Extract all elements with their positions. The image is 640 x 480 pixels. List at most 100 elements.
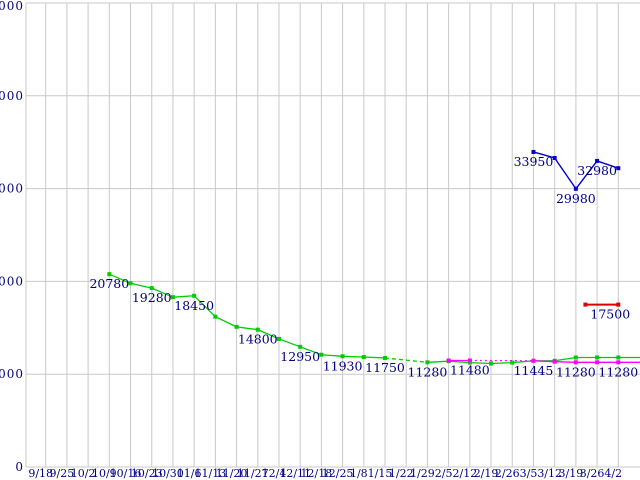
x-axis-tick-label: 11/27: [237, 467, 269, 480]
green-series-segment: [363, 356, 386, 359]
blue-series-segment: [575, 160, 598, 190]
green-series-value-label: 12950: [280, 349, 320, 364]
green-series-marker: [234, 324, 239, 329]
red-series-marker: [616, 302, 621, 307]
x-axis-tick-label: 3/12: [537, 467, 562, 480]
green-series-value-label: 18450: [174, 298, 214, 313]
blue-series-segment: [533, 151, 555, 159]
red-series-value-label: 17500: [590, 307, 630, 322]
green-series-value-label: 11280: [408, 364, 448, 379]
x-axis-tick-label: 1/29: [410, 467, 435, 480]
green-series-segment: [151, 287, 174, 298]
x-axis-tick-label: 9/18: [28, 467, 53, 480]
green-series-segment: [130, 282, 152, 289]
y-axis-tick-label: 50000: [0, 0, 24, 13]
x-axis-tick-label: 3/5: [520, 467, 538, 480]
magenta-series-marker: [573, 360, 578, 365]
green-series-value-label: 14800: [238, 332, 278, 347]
x-axis-tick-label: 12/4: [262, 467, 287, 480]
blue-series-marker: [552, 155, 557, 160]
x-axis-tick-label: 1/8: [350, 467, 368, 480]
green-series-marker: [107, 272, 112, 277]
magenta-series-value-label: 11280: [556, 364, 596, 379]
x-axis-tick-label: 2/26: [495, 467, 520, 480]
x-axis-tick-label: 1/22: [389, 467, 414, 480]
x-axis-tick-label: 2/19: [474, 467, 499, 480]
green-series-marker: [510, 360, 515, 365]
green-series-marker: [149, 286, 154, 291]
green-series-marker: [128, 281, 133, 286]
x-axis-tick-label: 3/26: [580, 467, 605, 480]
green-series-marker: [425, 360, 430, 365]
blue-series-segment: [554, 157, 577, 190]
x-axis-tick-label: 9/25: [50, 467, 75, 480]
blue-series-marker: [595, 158, 600, 163]
red-series-marker: [583, 302, 588, 307]
y-axis-tick-label: 30000: [0, 182, 24, 196]
green-series-segment: [172, 295, 195, 298]
x-axis-tick-label: 3/19: [559, 467, 584, 480]
x-axis-tick-label: 4/2: [604, 467, 622, 480]
green-series-marker: [276, 336, 281, 341]
green-series-marker: [616, 355, 621, 360]
green-series-marker: [489, 361, 494, 366]
green-series-segment: [299, 346, 322, 356]
green-series-segment: [469, 361, 492, 365]
green-series-segment: [278, 338, 301, 348]
blue-series-marker: [616, 166, 621, 171]
x-axis-tick-label: 11/6: [177, 467, 202, 480]
green-series-value-label: 11750: [365, 360, 405, 375]
blue-series-value-label: 29980: [556, 191, 596, 206]
x-axis-tick-label: 10/23: [131, 467, 163, 480]
y-axis-tick-label: 20000: [0, 274, 24, 288]
blue-series-segment: [596, 160, 619, 169]
green-series-marker: [170, 295, 175, 300]
green-series-marker: [573, 355, 578, 360]
green-series-segment: [109, 273, 131, 284]
magenta-series-marker: [467, 358, 472, 363]
green-series-segment: [491, 361, 513, 365]
y-axis-tick-label: 10000: [0, 367, 24, 381]
green-series-segment: [321, 354, 343, 357]
magenta-series-marker: [595, 360, 600, 365]
x-axis-tick-label: 11/20: [216, 467, 248, 480]
y-axis-tick-label: 0: [15, 460, 24, 474]
green-series-marker: [298, 344, 303, 349]
green-series-segment: [236, 326, 258, 331]
green-series-segment: [342, 355, 364, 358]
magenta-series-marker: [531, 358, 536, 363]
green-series-value-label: 11930: [323, 358, 363, 373]
green-series-value-label: 11445: [514, 363, 554, 378]
green-series-value-label: 19280: [132, 290, 172, 305]
y-axis-tick-label: 40000: [0, 89, 24, 103]
green-series-marker: [213, 314, 218, 319]
x-axis-tick-label: 12/18: [301, 467, 333, 480]
blue-series-marker: [573, 186, 578, 191]
green-series-marker: [192, 293, 197, 298]
green-series-value-label: 20780: [89, 276, 129, 291]
green-series-segment-dashed: [384, 357, 428, 363]
green-series-marker: [361, 355, 366, 360]
green-series-marker: [340, 354, 345, 359]
x-axis-tick-label: 2/5: [435, 467, 453, 480]
magenta-series-value-label: 11480: [450, 362, 490, 377]
magenta-series-marker: [446, 358, 451, 363]
x-axis-tick-label: 12/11: [279, 467, 311, 480]
green-series-marker: [383, 355, 388, 360]
green-series-marker: [595, 355, 600, 360]
x-axis-tick-label: 10/2: [71, 467, 96, 480]
x-axis-tick-label: 10/16: [110, 467, 142, 480]
magenta-series-value-label: 11280: [598, 364, 638, 379]
magenta-series-marker: [616, 360, 621, 365]
blue-series-marker: [531, 149, 536, 154]
x-axis-tick-label: 2/12: [452, 467, 477, 480]
x-axis-tick-label: 10/30: [152, 467, 184, 480]
magenta-series-segment: [554, 361, 576, 363]
green-series-segment: [193, 295, 216, 318]
x-axis-tick-label: 12/25: [322, 467, 354, 480]
green-series-segment: [427, 360, 449, 363]
blue-series-value-label: 33950: [514, 154, 554, 169]
